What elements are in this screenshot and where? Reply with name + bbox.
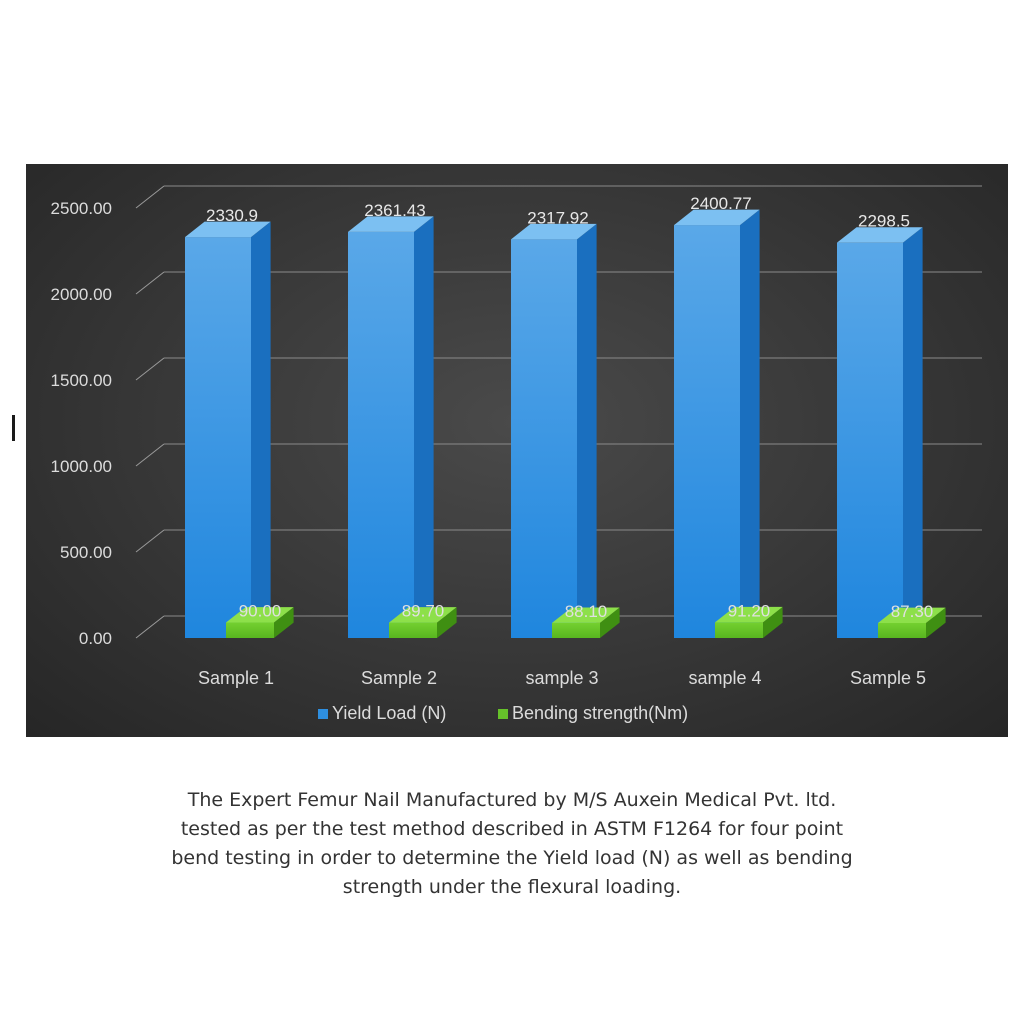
bending-bar-side [926,607,946,638]
y-tick-label: 1500.00 [51,371,112,390]
bending-data-label: 89.70 [402,602,445,621]
bending-bar-front [878,622,926,638]
yield-bar-top [185,221,271,238]
gridline-depth [135,443,165,467]
yield-data-label: 2361.43 [364,201,425,220]
y-tick-label: 0.00 [79,629,112,648]
x-axis-categories: Sample 1 Sample 2 sample 3 sample 4 Sample 5 [198,668,926,688]
gridline-depth [135,615,165,639]
y-tick-label: 2000.00 [51,285,112,304]
yield-bar-top [674,209,760,226]
bending-bar-top [389,607,457,623]
legend-swatch [318,709,328,719]
side-mark [12,415,15,441]
yield-data-label: 2400.77 [690,194,751,213]
bending-bar-front [226,622,274,638]
yield-bar [837,227,923,638]
bending-bar-side [763,606,783,638]
bending-bar [552,607,620,638]
x-category-label: Sample 5 [850,668,926,688]
bending-bar-top [226,607,294,623]
bending-bar-side [274,607,294,638]
bar-chart: 0.00 500.00 1000.00 1500.00 2000.00 2500.00 2… [51,185,982,723]
caption-line-1: The Expert Femur Nail Manufactured by M/… [187,789,837,811]
bending-data-label: 91.20 [728,601,771,620]
yield-data-label: 2317.92 [527,208,588,227]
y-axis-ticks: 0.00 500.00 1000.00 1500.00 2000.00 2500.00 [51,199,112,648]
yield-bar-front [674,225,740,638]
bending-bar [389,607,457,638]
caption-line-3: bend testing in order to determine the Y… [171,847,853,869]
bending-bar-side [437,607,457,638]
caption-line-4: strength under the flexural loading. [342,876,682,898]
yield-bar [511,223,597,638]
gridline-depth [135,271,165,295]
gridline-depth [135,357,165,381]
yield-bar [674,209,760,639]
bending-data-label: 90.00 [239,602,282,621]
yield-bar [185,221,271,639]
yield-bar [348,216,434,639]
bending-data-label: 88.10 [565,602,608,621]
yield-bar-top [837,227,923,243]
bending-bar [715,606,783,638]
data-labels: 2330.9 90.00 2361.43 89.70 2317.92 88.10 2400.… [206,194,933,621]
yield-bar-top [348,216,434,232]
bending-bar [878,607,946,638]
caption-line-2: tested as per the test method described … [180,818,844,840]
caption: The Expert Femur Nail Manufactured by M/… [100,786,924,902]
yield-bar-side [414,216,434,639]
x-category-label: sample 4 [688,668,761,688]
yield-bar-side [740,209,760,639]
yield-bar-front [185,237,251,638]
bars [185,209,946,639]
bending-bar-front [552,622,600,638]
y-tick-label: 2500.00 [51,199,112,218]
yield-data-label: 2298.5 [858,212,910,231]
bending-data-label: 87.30 [891,602,934,621]
bending-bar-side [600,607,620,638]
bending-bar-top [715,606,783,623]
legend-swatch [498,709,508,719]
yield-bar-side [903,227,923,638]
legend: Yield Load (N) Bending strength(Nm) [318,703,688,723]
x-category-label: Sample 1 [198,668,274,688]
y-tick-label: 500.00 [60,543,112,562]
yield-bar-side [251,221,271,639]
gridline-depth [135,529,165,553]
yield-bar-top [511,223,597,240]
legend-label: Yield Load (N) [332,703,446,723]
y-tick-label: 1000.00 [51,457,112,476]
x-category-label: Sample 2 [361,668,437,688]
x-category-label: sample 3 [525,668,598,688]
gridline-depth [135,185,165,209]
legend-label: Bending strength(Nm) [512,703,688,723]
yield-data-label: 2330.9 [206,206,258,225]
yield-bar-front [511,239,577,638]
bending-bar-top [552,607,620,623]
yield-bar-front [837,242,903,638]
bending-bar [226,607,294,638]
bending-bar-top [878,607,946,623]
yield-bar-front [348,231,414,638]
yield-bar-side [577,223,597,638]
bending-bar-front [389,622,437,638]
bending-bar-front [715,622,763,638]
